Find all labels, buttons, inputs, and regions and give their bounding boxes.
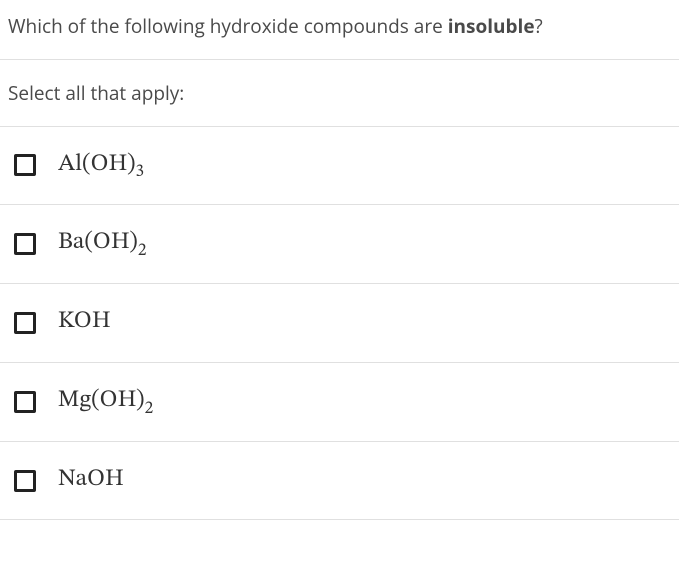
option-formula: Al(OH)3 [58, 149, 144, 183]
question-text: Which of the following hydroxide compoun… [0, 0, 679, 60]
formula-base: Al(OH) [58, 152, 136, 176]
instruction-text: Select all that apply: [0, 60, 679, 127]
question-prefix: Which of the following hydroxide compoun… [8, 13, 448, 39]
question-emphasis: insoluble [448, 13, 535, 39]
option-formula: NaOH [58, 464, 123, 498]
option-formula: Ba(OH)2 [58, 227, 146, 261]
formula-sub: 2 [145, 401, 154, 418]
option-row[interactable]: KOH [0, 284, 679, 363]
option-formula: Mg(OH)2 [58, 385, 153, 419]
formula-sub: 3 [136, 164, 145, 181]
checkbox[interactable] [14, 312, 36, 334]
formula-base: KOH [58, 309, 110, 333]
checkbox[interactable] [14, 154, 36, 176]
formula-base: Mg(OH) [58, 388, 145, 412]
option-row[interactable]: Al(OH)3 [0, 127, 679, 206]
option-row[interactable]: NaOH [0, 442, 679, 521]
question-suffix: ? [535, 13, 543, 39]
option-row[interactable]: Ba(OH)2 [0, 205, 679, 284]
formula-base: Ba(OH) [58, 230, 138, 254]
option-formula: KOH [58, 306, 110, 340]
formula-sub: 2 [138, 243, 147, 260]
option-row[interactable]: Mg(OH)2 [0, 363, 679, 442]
checkbox[interactable] [14, 233, 36, 255]
checkbox[interactable] [14, 470, 36, 492]
checkbox[interactable] [14, 391, 36, 413]
formula-base: NaOH [58, 467, 123, 491]
